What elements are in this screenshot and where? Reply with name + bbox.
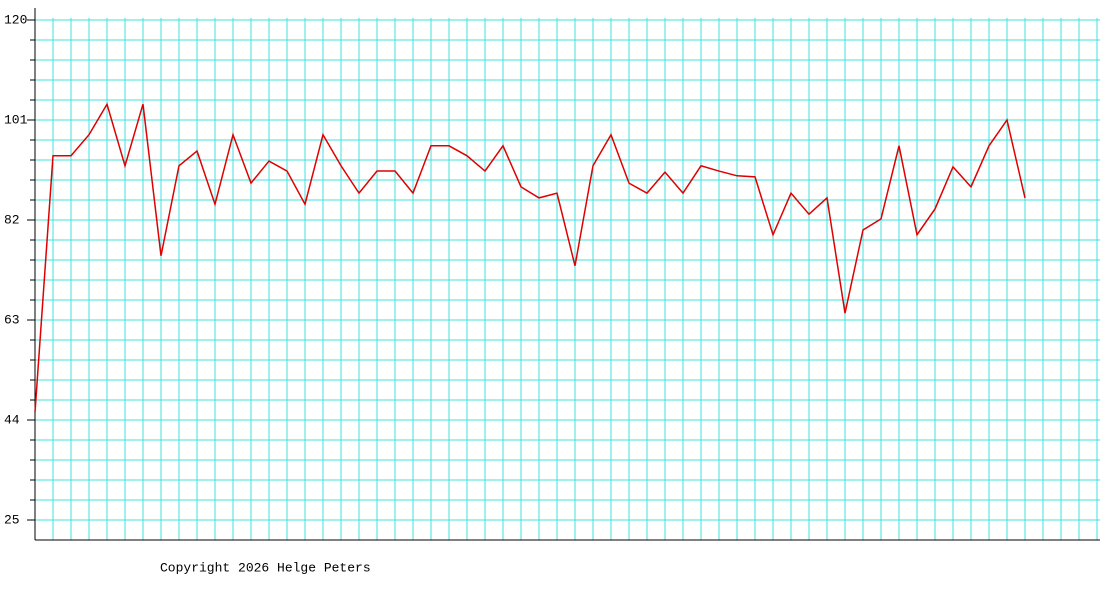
y-tick-label: 44 bbox=[4, 412, 20, 427]
y-tick-label: 82 bbox=[4, 212, 20, 227]
y-tick-label: 25 bbox=[4, 512, 20, 527]
data-line bbox=[34, 102, 1026, 413]
y-tick-label: 101 bbox=[4, 112, 28, 127]
copyright: Copyright 2026 Helge Peters bbox=[160, 560, 371, 575]
y-tick-label: 63 bbox=[4, 312, 20, 327]
y-tick-label: 120 bbox=[4, 12, 27, 27]
